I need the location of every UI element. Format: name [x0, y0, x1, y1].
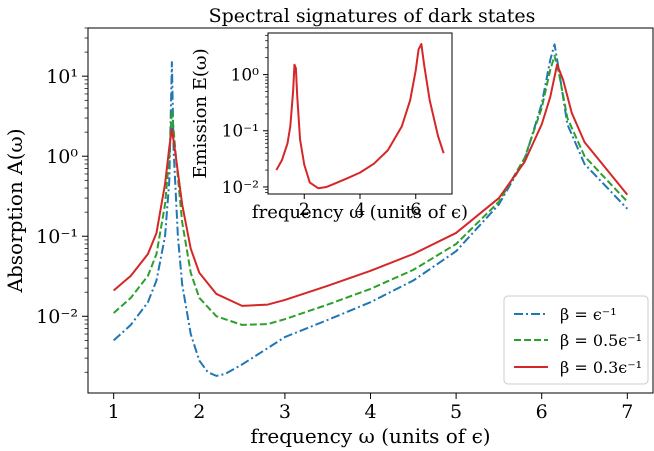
inset-x-axis-label: frequency ω (units of ϵ)	[252, 202, 468, 223]
inset-y-tick-label-2: 10⁰	[231, 66, 260, 86]
main-plot: 1 2 3 4 5 6 7 10⁻² 10⁻¹ 10⁰ 10¹ frequency ω (units …	[3, 27, 654, 448]
main-x-axis-label: frequency ω (units of ϵ)	[250, 424, 490, 448]
inset-series-line-0	[275, 43, 445, 190]
main-x-tick-label-5: 6	[536, 401, 548, 423]
main-series-group	[113, 43, 629, 377]
main-x-tick-label-6: 7	[621, 401, 633, 423]
main-series-line-2	[113, 63, 629, 307]
chart-title: Spectral signatures of dark states	[209, 5, 536, 27]
legend-frame	[503, 295, 649, 385]
main-y-tick-label-3: 10¹	[46, 66, 78, 88]
main-y-axis-label: Absorption A(ω)	[3, 129, 27, 294]
inset-series-group	[275, 43, 445, 190]
inset-background	[190, 30, 458, 228]
main-y-tick-label-0: 10⁻²	[36, 306, 78, 328]
inset-x-tick-label-0: 2	[299, 200, 310, 220]
inset-x-tick-label-2: 6	[410, 200, 421, 220]
main-x-tick-label-2: 3	[279, 401, 291, 423]
main-x-tick-label-3: 4	[364, 401, 376, 423]
inset-plot: 2 4 6 10⁻² 10⁻¹ 10⁰ frequency ω (units of ϵ) Em…	[190, 30, 468, 228]
main-y-tick-label-1: 10⁻¹	[36, 226, 78, 248]
legend: β = ϵ⁻¹ β = 0.5ϵ⁻¹ β = 0.3ϵ⁻¹	[503, 295, 649, 385]
legend-label-1: β = 0.5ϵ⁻¹	[560, 331, 642, 350]
legend-label-0: β = ϵ⁻¹	[560, 305, 617, 324]
inset-y-tick-label-1: 10⁻¹	[222, 122, 259, 142]
main-series-line-0	[113, 43, 629, 377]
main-series-line-1	[113, 54, 629, 326]
inset-y-tick-label-0: 10⁻²	[222, 178, 259, 198]
main-x-tick-label-1: 2	[193, 401, 205, 423]
main-x-tick-label-4: 5	[450, 401, 462, 423]
legend-label-2: β = 0.3ϵ⁻¹	[560, 358, 642, 377]
main-y-tick-label-2: 10⁰	[46, 146, 78, 168]
inset-x-tick-label-1: 4	[355, 200, 366, 220]
main-x-tick-label-0: 1	[108, 401, 120, 423]
inset-y-axis-label: Emission E(ω)	[190, 48, 211, 178]
